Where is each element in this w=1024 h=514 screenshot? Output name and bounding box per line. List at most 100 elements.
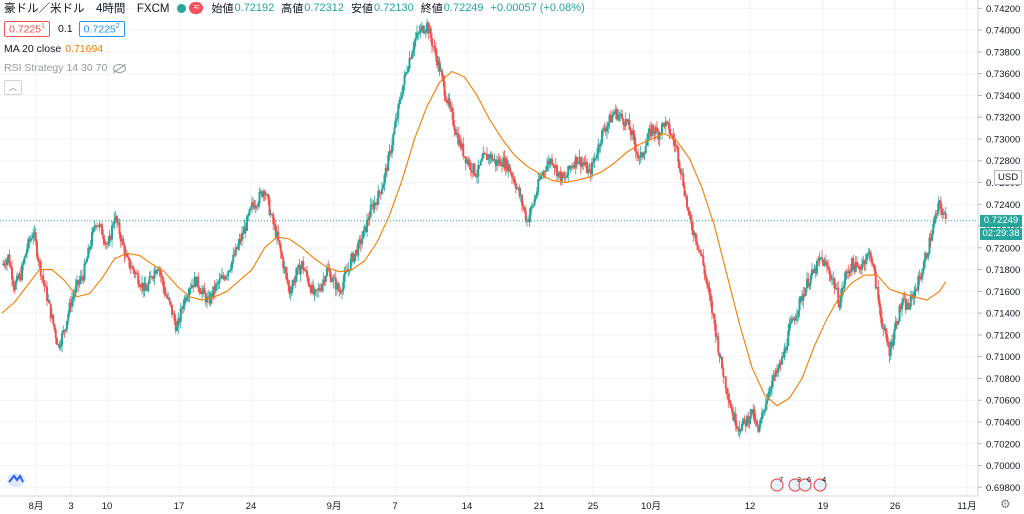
candle-body [92,227,95,233]
price-tick-label: 0.72800 [986,156,1020,167]
candle-body [152,278,155,279]
candle-body [716,336,718,338]
candle-body [808,283,811,287]
candle-body [699,250,702,255]
candle-body [8,254,11,266]
candle-body [939,200,942,209]
candle-body [583,162,586,166]
candle-body [831,278,833,280]
open-label: 始値 [211,3,234,15]
candle-body [234,247,237,256]
gear-icon[interactable]: ⚙ [1000,497,1011,511]
eye-hidden-icon[interactable] [113,63,127,73]
candle-body [724,376,727,389]
candle-body [26,248,28,254]
candle-body [229,268,232,271]
candle-body [219,278,222,280]
candle-body [378,190,381,193]
candle-body [586,162,588,174]
candle-body [828,268,831,275]
candle-body [319,289,322,291]
candle-body [908,306,911,310]
tradingview-logo-icon[interactable] [6,470,26,488]
candle-body [397,104,400,118]
candle-body [211,293,213,298]
price-tick-label: 0.74200 [986,4,1020,15]
candle-body [636,152,638,155]
candle-body [376,202,378,205]
candle-body [33,232,36,235]
candle-body [267,194,270,199]
candle-body [902,298,905,303]
candle-body [231,261,233,269]
candle-body [341,290,343,293]
candle-body [241,232,243,241]
sell-button[interactable]: 0.72251 [4,20,51,38]
candle-body [853,265,856,272]
candle-body [98,224,101,227]
candle-body [631,130,633,136]
candle-body [127,256,130,258]
candle-body [109,235,112,240]
candle-body [372,204,375,210]
candle-body [6,259,8,266]
candle-body [406,72,408,73]
price-tick-label: 0.70200 [986,439,1020,450]
candle-body [732,411,735,421]
candle-body [22,262,25,265]
candle-body [524,210,527,221]
delayed-data-icon[interactable]: ≈ [189,2,204,14]
candle-body [156,270,158,274]
candle-body [407,68,410,73]
candle-body [427,22,430,34]
candle-body [61,333,63,346]
candle-body [462,143,465,157]
candle-body [597,144,600,155]
candle-body [418,32,421,34]
buy-button[interactable]: 0.72252 [78,20,125,38]
spread-value: 0.1 [58,23,73,35]
candle-body [246,216,248,231]
ma-label: MA 20 close [4,43,62,55]
candle-body [531,205,533,208]
candle-body [864,260,867,265]
candle-body [727,393,730,401]
candle-body [728,400,731,403]
ma-legend[interactable]: MA 20 close 0.71694 [4,43,592,57]
candle-body [932,224,935,234]
candle-body [111,225,113,240]
time-tick-label: 3 [68,501,73,512]
candle-body [703,265,706,275]
candle-body [196,276,198,287]
candles [2,18,947,438]
candle-body [662,123,665,124]
candle-body [144,283,147,291]
collapse-legend-button[interactable]: ︿ [4,80,22,95]
candle-body [756,420,758,426]
candle-body [299,266,302,275]
candle-body [787,331,790,347]
candle-body [49,303,52,319]
candle-body [444,95,447,101]
candle-body [923,259,926,269]
candle-body [741,424,743,431]
candle-body [93,227,96,228]
candle-body [476,176,478,178]
candle-body [777,367,780,373]
candle-body [749,409,752,419]
symbol-title[interactable]: 豪ドル／米ドル 4時間 FXCM [4,3,170,15]
candle-body [471,170,473,173]
currency-label[interactable]: USD [994,170,1023,185]
candle-body [521,195,523,205]
candle-body [96,225,98,227]
candle-body [388,151,391,155]
candle-body [883,328,886,330]
candle-body [824,260,827,263]
price-tick-label: 0.72000 [986,243,1020,254]
candle-body [698,249,701,251]
candle-body [342,281,345,291]
candle-body [799,296,802,299]
candle-body [302,261,305,270]
rsi-legend[interactable]: RSI Strategy 14 30 70 [4,61,592,75]
